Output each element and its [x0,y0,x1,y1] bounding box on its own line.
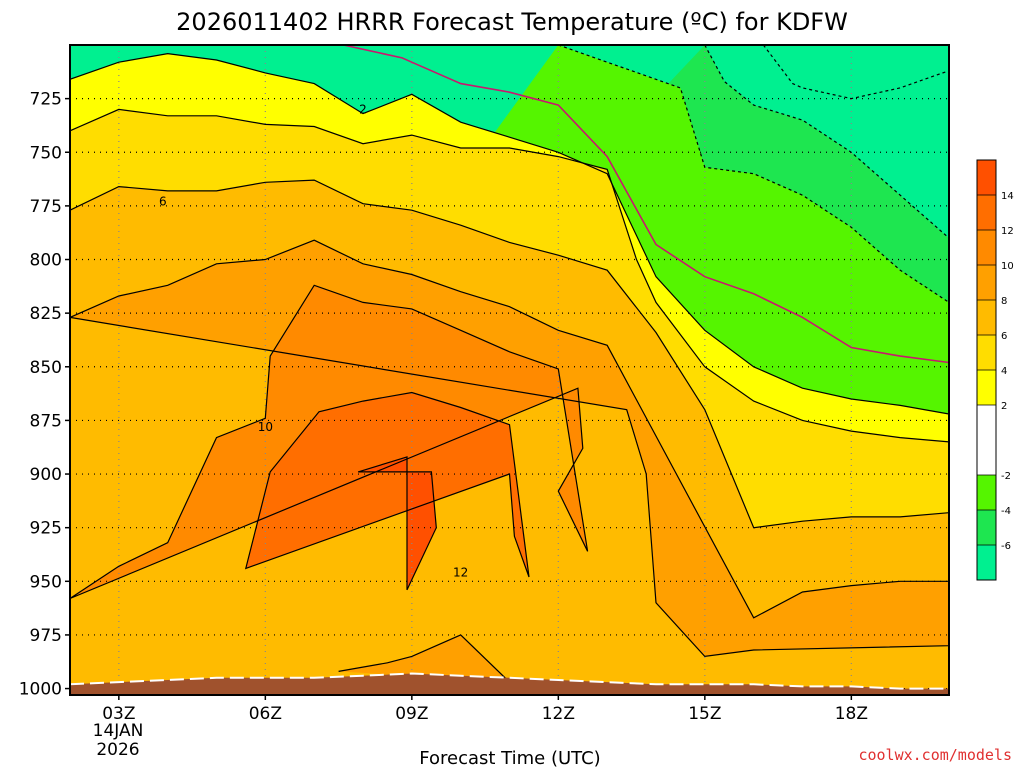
colorbar-label-14: 14 [1001,191,1014,202]
colorbar-label-4: 4 [1001,366,1007,377]
x-tick-label-03Z: 03Z [102,704,135,724]
contour-label-10: 10 [258,420,273,434]
grid-lines [70,45,949,695]
contour-label-12: 12 [453,566,468,580]
band-fill-12 [245,392,530,577]
plot-area [70,45,949,695]
colorbar-label-8: 8 [1001,296,1007,307]
colorbar-band-10 [977,230,996,265]
y-tick-label-775: 775 [30,197,62,217]
ground-fill [70,673,949,695]
colorbar-band-12 [977,195,996,230]
colorbar-label-10: 10 [1001,261,1014,272]
colorbar-label-12: 12 [1001,226,1014,237]
y-tick-label-975: 975 [30,626,62,646]
contour-line-6 [70,179,949,529]
colorbar-band--8 [977,545,996,580]
date-label-year: 2026 [96,740,139,760]
contour-line--6 [762,45,949,100]
contour-line-pocket [338,634,510,683]
y-tick-label-800: 800 [30,251,62,271]
colorbar-label-6: 6 [1001,331,1007,342]
x-tick-label-09Z: 09Z [395,704,428,724]
y-tick-label-1000: 1000 [19,680,62,700]
x-tick-label-12Z: 12Z [542,704,575,724]
freezing-line [343,45,949,364]
y-tick-label-875: 875 [30,411,62,431]
surface-layer [70,672,949,695]
y-tick-label-750: 750 [30,143,62,163]
y-tick-label-825: 825 [30,304,62,324]
colorbar-label--2: -2 [1001,471,1011,482]
colorbar: 14 12 10 8 6 4 2 -2 -4 -6 [976,159,1014,581]
y-tick-label-900: 900 [30,465,62,485]
date-label-day: 14JAN [93,721,144,741]
colorbar-band--2 [977,405,996,475]
x-tick-label-18Z: 18Z [835,704,868,724]
y-axis: 725 750 775 800 825 850 875 900 925 950 975 1000 [19,90,70,700]
colorbar-label--6: -6 [1001,541,1011,552]
colorbar-band-2 [977,370,996,405]
warm-pocket-fill [338,634,510,683]
contour-label-6: 6 [159,195,167,209]
colorbar-band--6 [977,510,996,545]
contour-label-2: 2 [359,102,367,116]
colorbar-band-6 [977,300,996,335]
x-tick-label-06Z: 06Z [249,704,282,724]
credit-text: coolwx.com/models [858,746,1012,764]
colorbar-label-2: 2 [1001,401,1007,412]
contour-lines [70,45,949,683]
contour-line--2 [558,45,949,303]
colorbar-band-8 [977,265,996,300]
contour-line-2 [70,52,949,415]
ground-edge [70,672,949,690]
y-tick-label-950: 950 [30,572,62,592]
contour-line--4 [704,45,949,239]
x-tick-label-15Z: 15Z [688,704,721,724]
band-fill-14 [358,456,437,590]
contour-labels: 2 6 10 12 [159,102,468,579]
x-axis: 14JAN 2026 03Z 06Z 09Z 12Z 15Z 18Z [93,695,868,760]
colorbar-label--4: -4 [1001,506,1011,517]
plot-frame [69,44,950,696]
colorbar-band-14 [977,160,996,195]
colorbar-band--4 [977,475,996,510]
y-tick-label-925: 925 [30,519,62,539]
contour-line-12 [244,391,530,578]
colorbar-band-4 [977,335,996,370]
contour-line-4 [70,108,949,443]
x-axis-label: Forecast Time (UTC) [419,748,600,768]
y-tick-label-850: 850 [30,358,62,378]
contour-line-14 [357,456,437,591]
contour-line-8 [70,239,949,658]
contour-line-10 [70,284,589,600]
temperature-fills [70,45,949,695]
y-tick-label-725: 725 [30,90,62,110]
chart-title: 2026011402 HRRR Forecast Temperature (ºC… [176,8,848,36]
